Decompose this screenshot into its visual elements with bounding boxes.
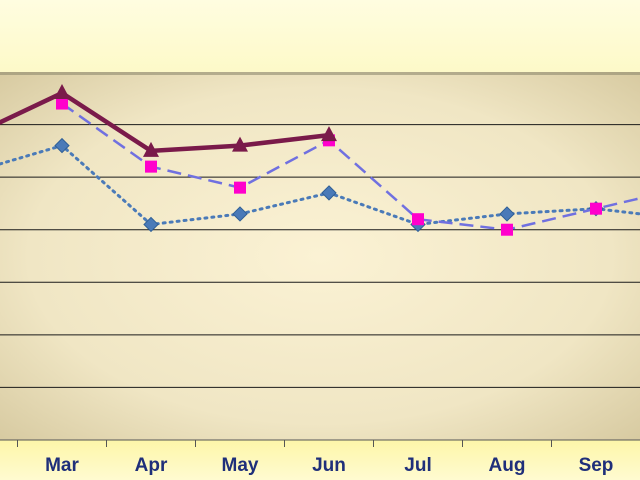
- series-1-point: [232, 206, 248, 222]
- x-tick-label: May: [222, 455, 259, 476]
- series-3-point: [321, 126, 337, 142]
- series-1-point: [143, 216, 159, 233]
- x-tick-label: Aug: [489, 455, 526, 476]
- x-tick-label: Jun: [312, 455, 346, 476]
- x-tick-labels: Mar Apr May Jun Jul Aug Sep: [45, 455, 613, 476]
- series-2-point: [234, 181, 246, 194]
- series-1-point: [499, 206, 515, 222]
- x-tick-label: Sep: [579, 455, 614, 476]
- plot-top-shadow: [0, 72, 640, 75]
- chart-top-area: [0, 0, 640, 72]
- x-axis: [0, 439, 640, 447]
- plot-area: [0, 72, 640, 440]
- series-1-point: [54, 137, 70, 154]
- series-3-point: [54, 84, 70, 100]
- series-2-point: [56, 97, 68, 110]
- x-tick-label: Apr: [135, 455, 168, 476]
- series-1-point: [321, 185, 337, 201]
- series-2-line: [61, 102, 640, 231]
- x-tick-label: Jul: [404, 455, 431, 476]
- series-2-point: [145, 160, 157, 173]
- series-layer: [0, 84, 640, 236]
- x-tick-label: Mar: [45, 455, 79, 476]
- series-2-point: [501, 223, 513, 236]
- series-3-point: [143, 141, 159, 157]
- series-3-point: [232, 136, 248, 152]
- series-2-point: [590, 202, 602, 215]
- gridlines: [0, 124, 640, 388]
- series-2-point: [412, 213, 424, 226]
